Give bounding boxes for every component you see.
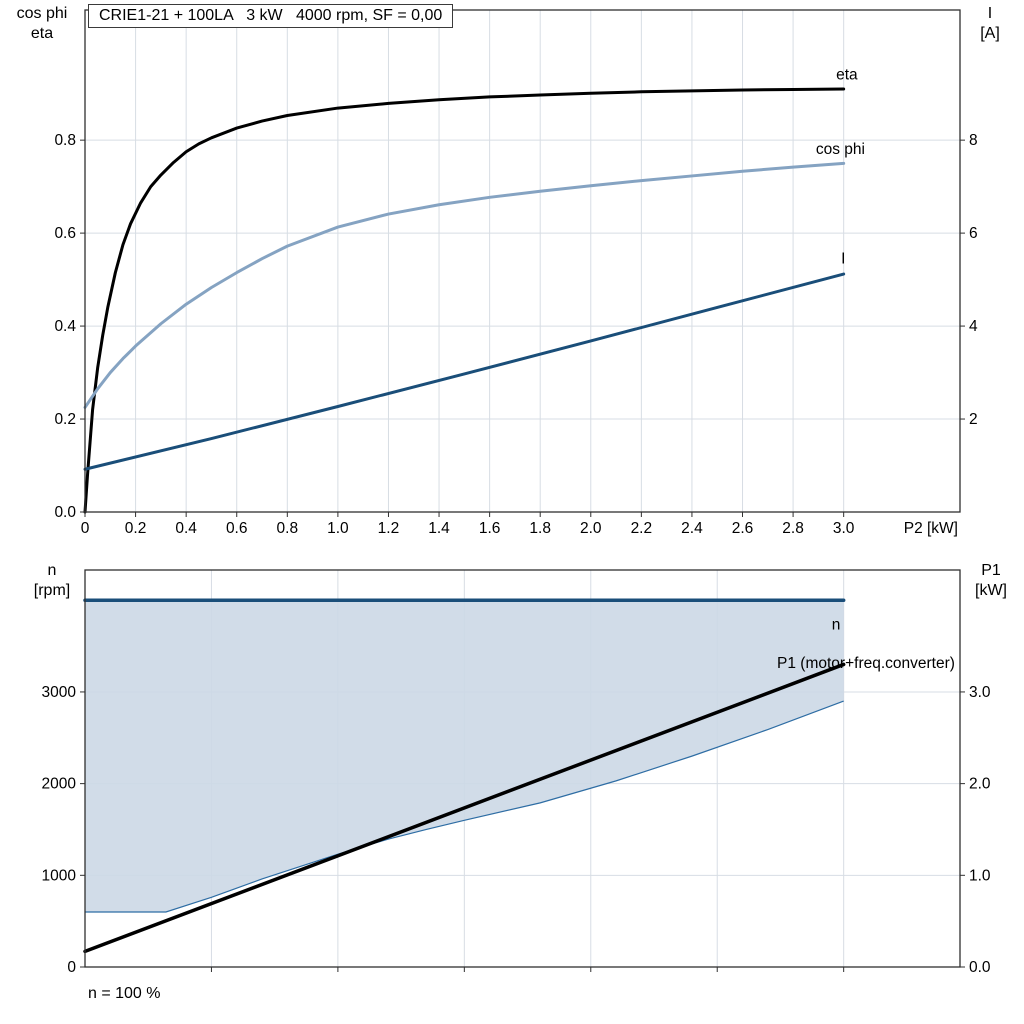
svg-text:2.0: 2.0: [580, 520, 602, 537]
left-axis-title-line1: cos phi: [16, 5, 68, 22]
svg-text:1.0: 1.0: [327, 520, 349, 537]
svg-text:0.0: 0.0: [969, 959, 991, 976]
svg-text:8: 8: [969, 132, 978, 149]
svg-text:I: I: [841, 250, 845, 267]
top-chart-right-axis-title: I [A]: [964, 4, 1016, 44]
left-axis-title-line1: n: [47, 562, 57, 579]
svg-text:0.6: 0.6: [54, 225, 76, 242]
svg-text:2.8: 2.8: [782, 520, 804, 537]
chart-title: CRIE1-21 + 100LA 3 kW 4000 rpm, SF = 0,0…: [88, 4, 454, 28]
svg-text:2.6: 2.6: [732, 520, 754, 537]
bottom-chart-right-axis-title: P1 [kW]: [962, 561, 1020, 601]
svg-text:2.0: 2.0: [969, 776, 991, 793]
right-axis-title-line2: [kW]: [975, 582, 1007, 599]
svg-text:0: 0: [67, 959, 76, 976]
svg-text:n: n: [832, 617, 841, 634]
left-axis-title-line2: eta: [30, 25, 54, 42]
svg-text:0.0: 0.0: [54, 504, 76, 521]
svg-text:4: 4: [969, 318, 978, 335]
svg-text:0.8: 0.8: [277, 520, 299, 537]
svg-text:1.4: 1.4: [428, 520, 450, 537]
svg-text:1.2: 1.2: [378, 520, 400, 537]
speed-caption: n = 100 %: [88, 985, 161, 1002]
svg-text:1.6: 1.6: [479, 520, 501, 537]
svg-text:0.6: 0.6: [226, 520, 248, 537]
svg-text:1.0: 1.0: [969, 867, 991, 884]
svg-text:cos phi: cos phi: [816, 141, 865, 158]
svg-text:1000: 1000: [42, 867, 77, 884]
top-chart-left-axis-title: cos phi eta: [2, 4, 82, 44]
svg-text:2.4: 2.4: [681, 520, 703, 537]
left-axis-title-line2: [rpm]: [33, 582, 71, 599]
svg-text:3.0: 3.0: [969, 684, 991, 701]
svg-text:0: 0: [81, 520, 90, 537]
svg-text:eta: eta: [836, 67, 858, 84]
svg-text:2000: 2000: [42, 776, 77, 793]
svg-text:0.4: 0.4: [175, 520, 197, 537]
right-axis-title-line1: P1: [981, 562, 1001, 579]
right-axis-title-line1: I: [987, 5, 993, 22]
svg-text:0.4: 0.4: [54, 318, 76, 335]
svg-text:6: 6: [969, 225, 978, 242]
svg-text:0.2: 0.2: [54, 411, 76, 428]
svg-text:0.2: 0.2: [125, 520, 147, 537]
svg-text:2.2: 2.2: [631, 520, 653, 537]
bottom-chart-canvas: 0 1000 2000 3000 0.0 1.0 2.0 3.0 n P1 (motor+freq…: [42, 569, 991, 976]
top-chart-canvas: 0 0.2 0.4 0.6 0.8 1.0 1.2 1.4 1.6 1.8 2.0 2.2 2.4 2.6…: [54, 9, 978, 537]
svg-text:3.0: 3.0: [833, 520, 855, 537]
right-axis-title-line2: [A]: [980, 25, 1000, 42]
svg-text:P2 [kW]: P2 [kW]: [904, 520, 958, 537]
svg-text:1.8: 1.8: [529, 520, 551, 537]
svg-text:P1 (motor+freq.converter): P1 (motor+freq.converter): [777, 655, 955, 672]
svg-text:0.8: 0.8: [54, 132, 76, 149]
svg-text:3000: 3000: [42, 684, 77, 701]
bottom-chart-left-axis-title: n [rpm]: [16, 561, 88, 601]
svg-text:2: 2: [969, 411, 978, 428]
